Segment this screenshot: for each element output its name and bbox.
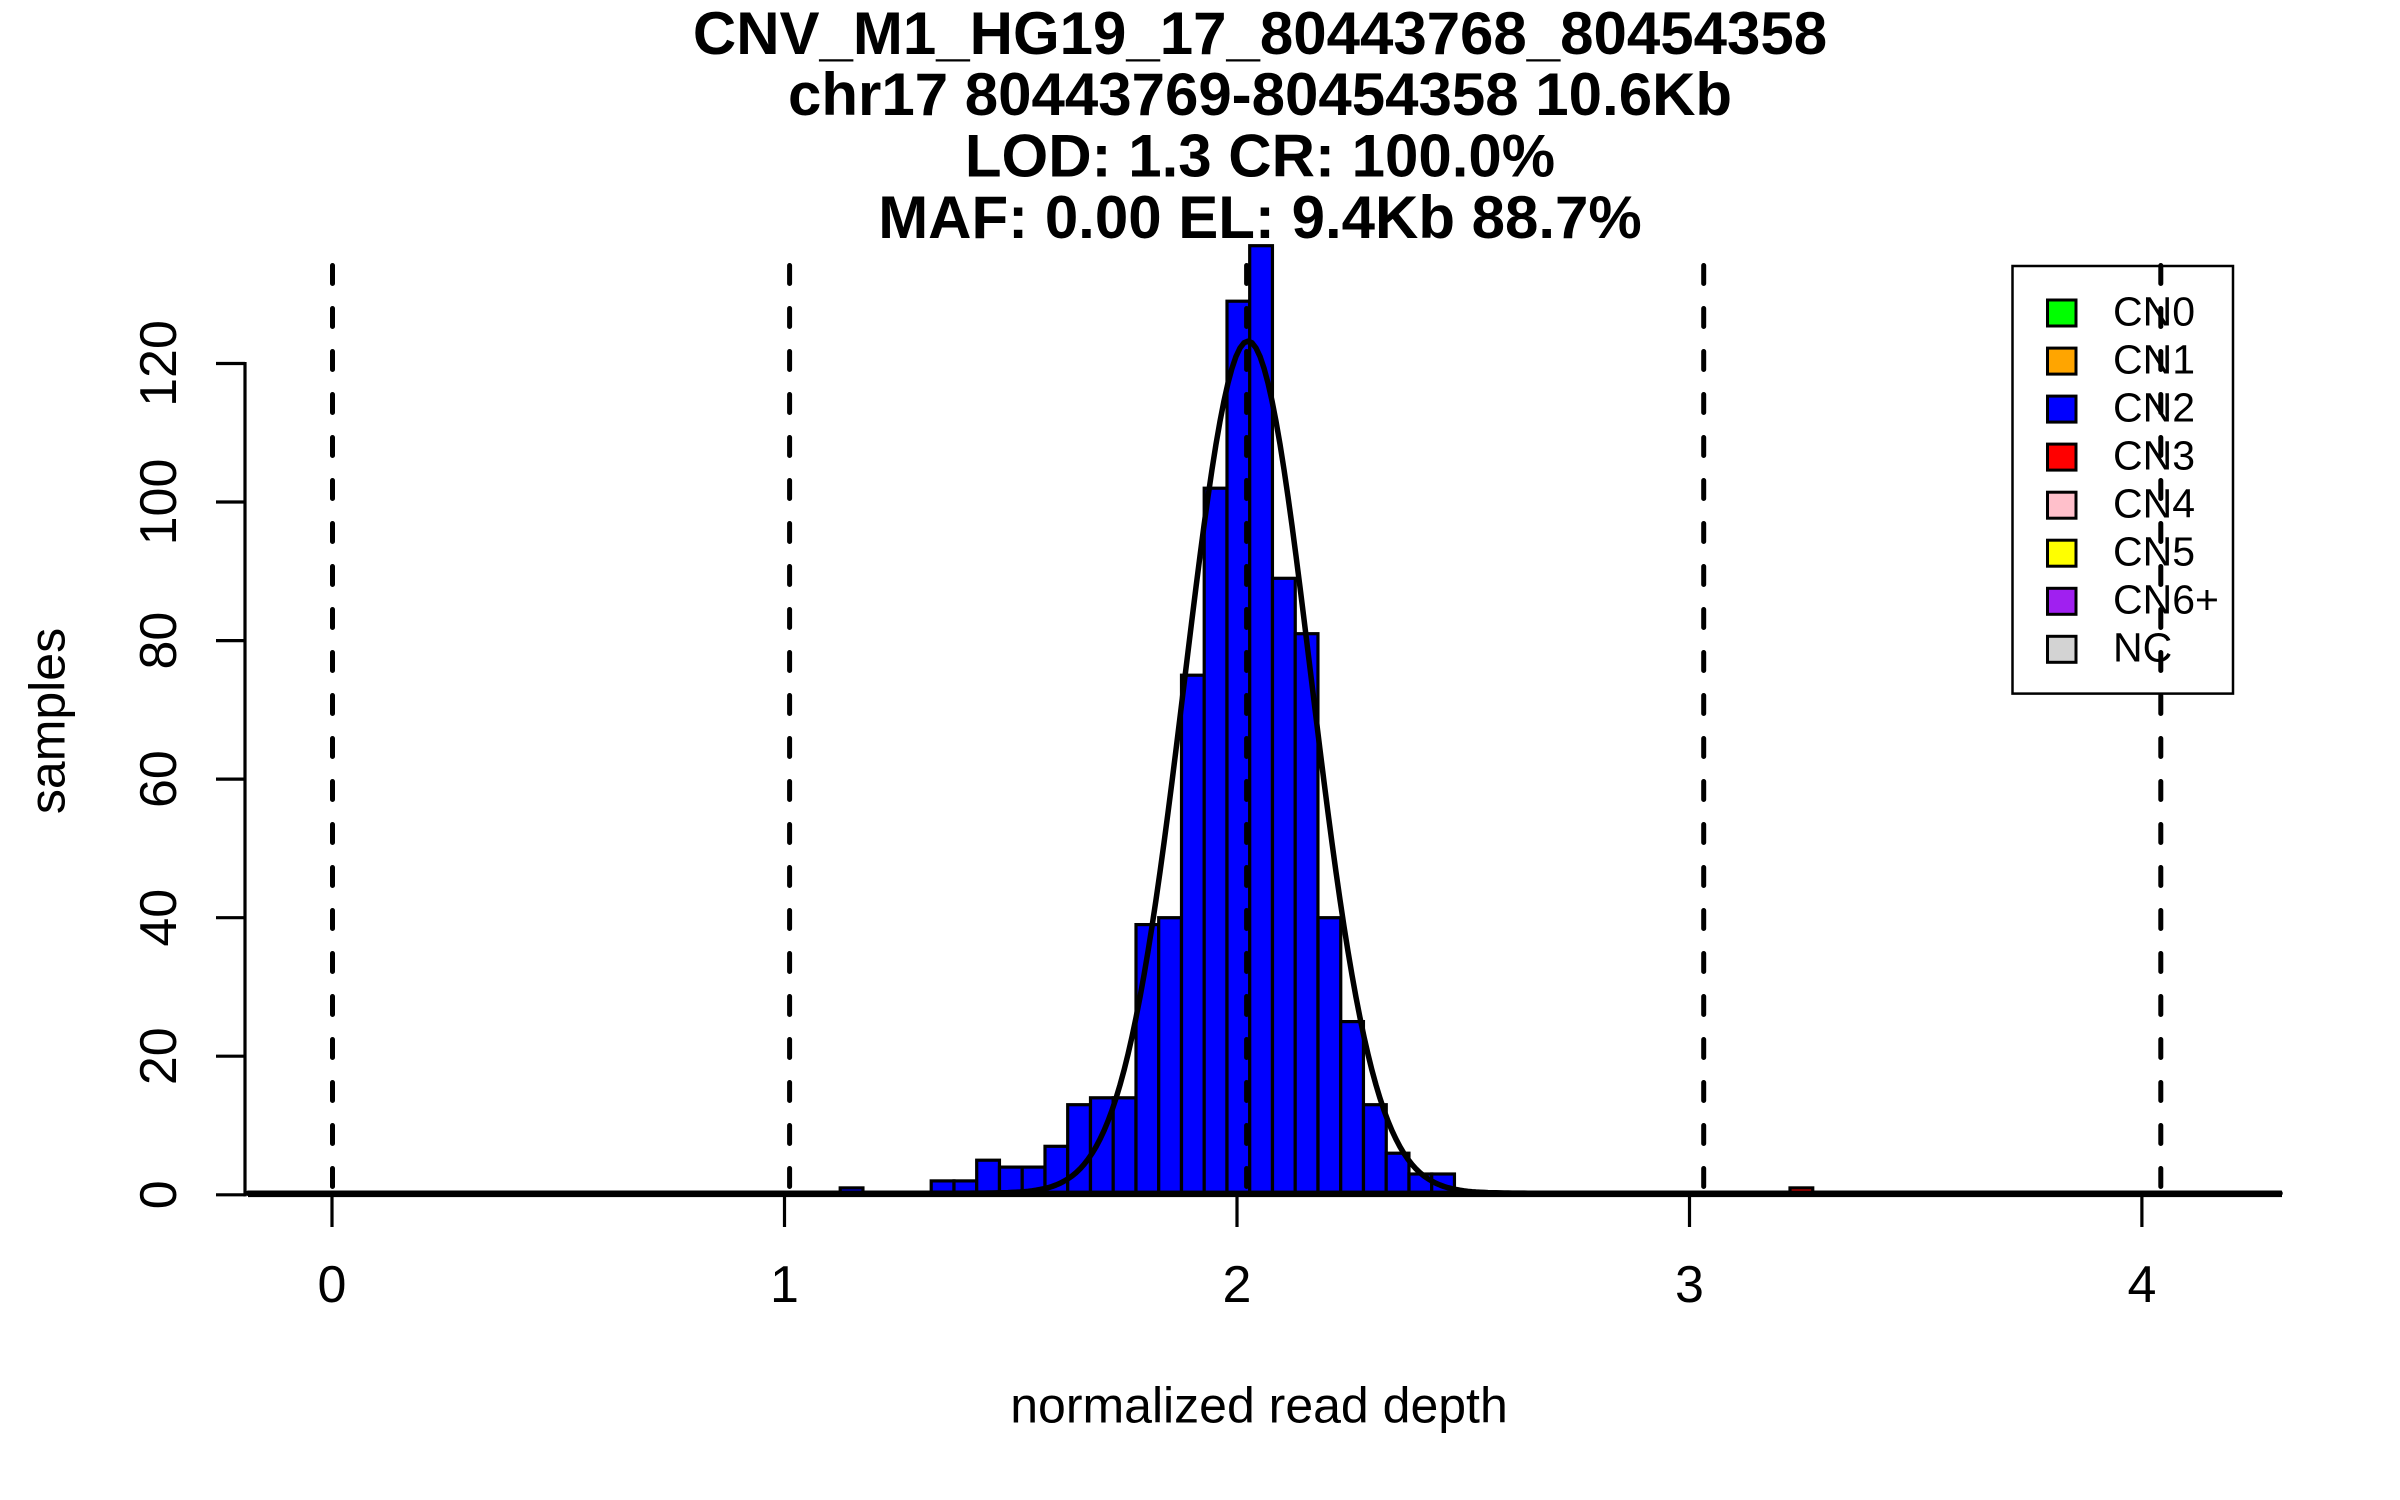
svg-text:NC: NC [2113, 625, 2172, 671]
svg-text:3: 3 [1675, 1256, 1704, 1314]
svg-text:100: 100 [130, 459, 188, 546]
svg-text:LOD: 1.3 CR: 100.0%: LOD: 1.3 CR: 100.0% [965, 123, 1555, 190]
svg-text:samples: samples [20, 628, 76, 814]
svg-text:40: 40 [130, 889, 188, 947]
svg-text:CN3: CN3 [2113, 433, 2195, 479]
svg-text:CN6+: CN6+ [2113, 577, 2219, 623]
svg-text:CN5: CN5 [2113, 529, 2195, 575]
svg-text:120: 120 [130, 320, 188, 407]
svg-text:CNV_M1_HG19_17_80443768_804543: CNV_M1_HG19_17_80443768_80454358 [693, 0, 1827, 67]
svg-text:MAF: 0.00 EL: 9.4Kb 88.7%: MAF: 0.00 EL: 9.4Kb 88.7% [878, 184, 1642, 251]
svg-text:1: 1 [770, 1256, 799, 1314]
svg-text:0: 0 [318, 1256, 347, 1314]
svg-text:0: 0 [130, 1180, 188, 1209]
svg-text:2: 2 [1223, 1256, 1252, 1314]
svg-text:80: 80 [130, 612, 188, 670]
svg-text:60: 60 [130, 750, 188, 808]
svg-text:CN4: CN4 [2113, 481, 2195, 527]
svg-text:CN1: CN1 [2113, 336, 2195, 382]
svg-text:normalized read depth: normalized read depth [1010, 1377, 1508, 1433]
svg-text:chr17 80443769-80454358 10.6Kb: chr17 80443769-80454358 10.6Kb [788, 61, 1732, 128]
svg-text:CN2: CN2 [2113, 384, 2195, 430]
svg-text:20: 20 [130, 1027, 188, 1085]
svg-text:4: 4 [2127, 1256, 2156, 1314]
svg-text:CN0: CN0 [2113, 288, 2195, 334]
